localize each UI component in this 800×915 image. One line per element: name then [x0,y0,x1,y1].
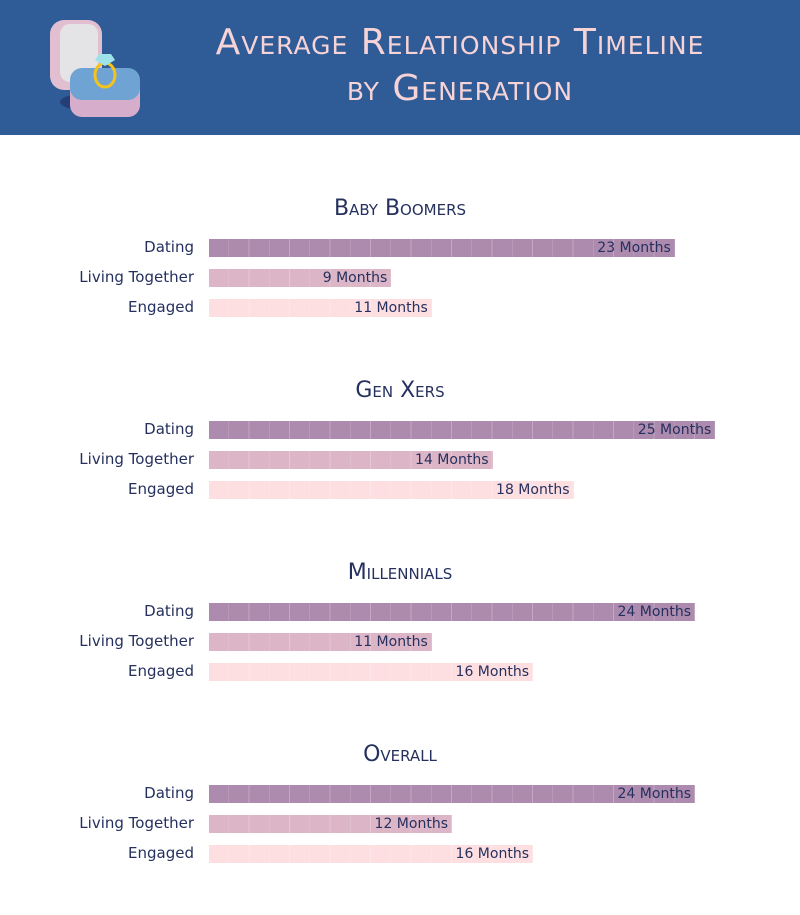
category-label: Engaged [128,480,194,498]
data-label: 23 Months [597,240,671,256]
category-label: Dating [144,784,194,802]
data-label: 14 Months [415,452,489,468]
bar: 14 Months [209,451,493,469]
data-label: 9 Months [322,270,388,286]
group-title: Gen Xers [355,378,445,403]
category-label: Dating [144,602,194,620]
category-label: Living Together [79,632,194,650]
title-line-1: Average Relationship Timeline [215,22,705,63]
header-banner: Average Relationship Timeline by Generat… [0,0,800,135]
chart-title: Average Relationship Timeline by Generat… [160,20,760,112]
bar: 25 Months [209,421,716,439]
bar: 11 Months [209,299,432,317]
group-title: Baby Boomers [333,196,467,221]
category-label: Living Together [79,268,194,286]
category-label: Dating [144,420,194,438]
title-line-2: by Generation [346,68,574,109]
category-label: Dating [144,238,194,256]
group-title: Overall [363,742,437,767]
category-label: Living Together [79,814,194,832]
data-label: 11 Months [354,634,428,650]
bar: 9 Months [209,269,392,287]
category-label: Engaged [128,662,194,680]
category-label: Living Together [79,450,194,468]
bar: 12 Months [209,815,452,833]
bar: 16 Months [209,663,533,681]
ring-box-icon [50,20,140,117]
bar: 24 Months [209,603,695,621]
data-label: 16 Months [455,846,529,862]
data-label: 11 Months [354,300,428,316]
data-label: 18 Months [496,482,570,498]
category-label: Engaged [128,844,194,862]
data-label: 12 Months [374,816,448,832]
bar: 11 Months [209,633,432,651]
group-title: Millennials [347,560,453,585]
data-label: 16 Months [455,664,529,680]
bar: 18 Months [209,481,574,499]
bar: 16 Months [209,845,533,863]
data-label: 25 Months [637,422,712,438]
data-label: 24 Months [617,786,691,802]
bar: 24 Months [209,785,695,803]
category-label: Engaged [128,298,194,316]
data-label: 24 Months [617,604,691,620]
bar: 23 Months [209,239,675,257]
